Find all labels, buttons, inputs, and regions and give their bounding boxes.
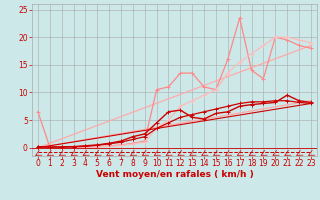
X-axis label: Vent moyen/en rafales ( km/h ): Vent moyen/en rafales ( km/h ): [96, 170, 253, 179]
